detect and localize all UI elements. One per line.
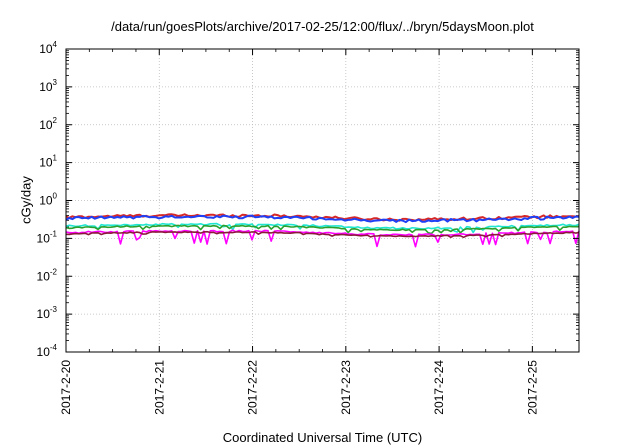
x-tick-label: 2017-2-24 [432, 360, 446, 415]
plot-frame [65, 48, 580, 353]
series-line [65, 224, 580, 235]
x-tick-label: 2017-2-20 [59, 360, 73, 415]
y-tick-label: 102 [39, 116, 57, 132]
y-tick-label: 10-3 [37, 305, 58, 321]
y-tick-label: 100 [39, 192, 57, 208]
y-tick-label: 103 [39, 78, 57, 94]
y-tick-label: 10-1 [37, 229, 58, 245]
x-axis-label: Coordinated Universal Time (UTC) [222, 430, 423, 445]
y-tick-label: 104 [39, 40, 57, 56]
y-tick-label: 10-2 [37, 267, 58, 283]
y-tick-label: 10-4 [37, 343, 58, 359]
y-tick-label: 101 [39, 154, 57, 170]
series-line [65, 229, 580, 248]
x-tick-label: 2017-2-23 [339, 360, 353, 415]
chart-title: /data/run/goesPlots/archive/2017-02-25/1… [111, 19, 534, 34]
x-tick-label: 2017-2-25 [525, 360, 539, 415]
series-line [65, 230, 580, 239]
x-tick-label: 2017-2-22 [246, 360, 260, 415]
series-line [65, 222, 580, 234]
x-tick-label: 2017-2-21 [152, 360, 166, 415]
series-line [65, 214, 580, 224]
